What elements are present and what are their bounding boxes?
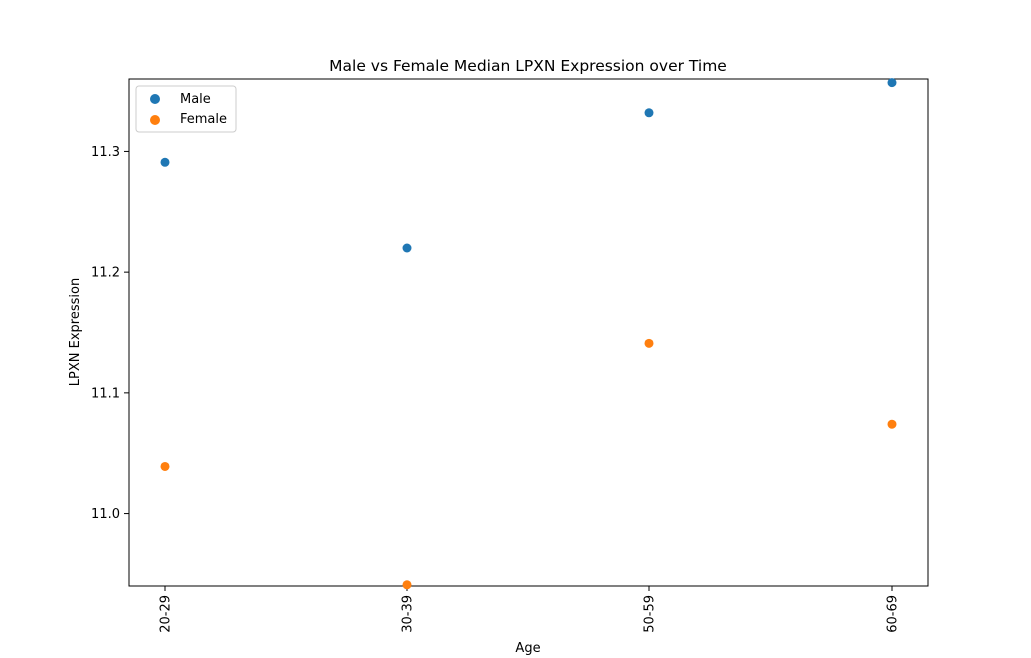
x-tick-label: 30-39: [401, 595, 416, 633]
y-tick-label: 11.0: [91, 507, 120, 522]
point-male-30-39: [402, 243, 412, 253]
y-tick-label: 11.3: [91, 145, 120, 160]
point-female-30-39: [402, 580, 412, 590]
point-female-50-59: [644, 338, 654, 348]
y-tick-label: 11.1: [91, 386, 120, 401]
point-female-20-29: [160, 461, 170, 471]
x-tick-label: 50-59: [643, 595, 658, 633]
plot-area: [128, 78, 929, 587]
legend-box: [135, 85, 237, 133]
point-male-50-59: [644, 108, 654, 118]
chart-title: Male vs Female Median LPXN Expression ov…: [329, 57, 727, 75]
x-axis: 20-29 30-39 50-59 60-69: [159, 586, 901, 633]
data-points: [160, 78, 897, 590]
x-tick-label: 20-29: [159, 595, 174, 633]
legend-label-male: Male: [180, 92, 211, 107]
legend-marker-male: [150, 94, 160, 104]
point-male-20-29: [160, 157, 170, 167]
legend-marker-female: [150, 115, 160, 125]
x-axis-label: Age: [515, 641, 540, 656]
y-axis: 11.0 11.1 11.2 11.3: [91, 145, 129, 522]
point-female-60-69: [887, 419, 897, 429]
y-tick-label: 11.2: [91, 266, 120, 281]
point-male-60-69: [887, 78, 897, 88]
y-axis-label: LPXN Expression: [68, 278, 83, 386]
legend-label-female: Female: [180, 112, 227, 127]
legend: Male Female: [135, 85, 237, 133]
x-tick-label: 60-69: [886, 595, 901, 633]
